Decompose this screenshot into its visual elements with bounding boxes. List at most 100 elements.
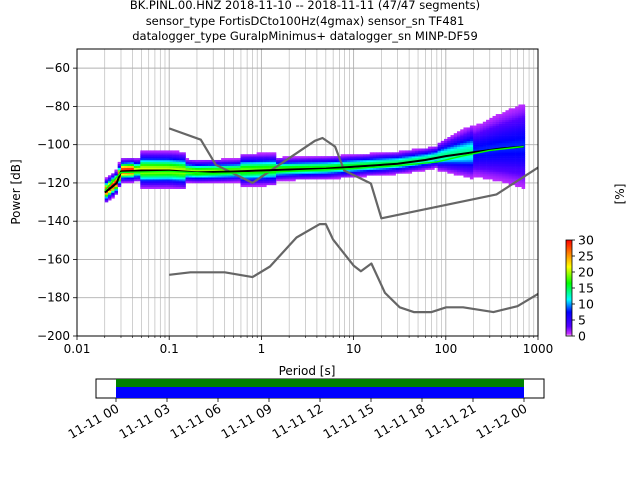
- density-cell: [305, 161, 309, 165]
- density-cell: [521, 125, 526, 128]
- density-cell: [495, 115, 500, 119]
- density-cell: [469, 177, 474, 180]
- density-cell: [476, 142, 480, 145]
- density-cell: [518, 158, 522, 161]
- density-cell: [440, 148, 445, 151]
- density-cell: [385, 158, 390, 161]
- density-cell: [379, 167, 383, 170]
- density-cell: [444, 167, 448, 170]
- density-cell: [120, 173, 125, 176]
- density-cell: [195, 159, 199, 163]
- density-cell: [453, 167, 458, 170]
- density-cell: [195, 181, 199, 184]
- density-cell: [208, 177, 212, 180]
- density-cell: [240, 161, 245, 165]
- density-cell: [505, 167, 509, 170]
- density-cell: [259, 161, 264, 165]
- density-cell: [382, 171, 387, 174]
- psd-plot-area: 0.01 0.1 1 10 100 1000 −200−180−160−140−120−1…: [37, 48, 553, 356]
- density-cell: [140, 161, 144, 165]
- density-cell: [450, 159, 455, 163]
- density-cell: [240, 182, 245, 186]
- density-cell: [511, 179, 516, 182]
- density-cell: [240, 154, 245, 157]
- density-cell: [314, 163, 319, 167]
- density-cell: [447, 148, 451, 151]
- density-cell: [201, 169, 206, 172]
- density-cell: [146, 161, 151, 165]
- density-cell: [140, 175, 144, 178]
- density-cell: [243, 173, 248, 176]
- density-cell: [311, 177, 316, 180]
- density-cell: [159, 173, 164, 176]
- density-cell: [518, 117, 522, 121]
- density-cell: [479, 165, 484, 168]
- density-cell: [298, 175, 303, 178]
- density-cell: [414, 156, 419, 159]
- density-cell: [508, 175, 513, 178]
- density-cell: [498, 156, 503, 159]
- y-tick-label: −180: [37, 291, 70, 305]
- density-cell: [324, 169, 329, 172]
- density-cell: [272, 177, 277, 180]
- density-cell: [292, 161, 296, 165]
- density-cell: [463, 131, 467, 134]
- density-cell: [473, 156, 477, 159]
- density-cell: [502, 138, 506, 142]
- density-cell: [166, 156, 170, 159]
- density-cell: [343, 163, 348, 167]
- density-cell: [327, 169, 332, 172]
- density-cell: [502, 115, 506, 119]
- density-cell: [111, 188, 115, 191]
- density-cell: [318, 171, 322, 174]
- colorbar-tick-label: 5: [578, 313, 586, 328]
- density-cell: [250, 156, 254, 159]
- density-cell: [143, 158, 148, 161]
- density-cell: [107, 198, 112, 201]
- density-cell: [440, 161, 445, 165]
- density-cell: [104, 182, 109, 186]
- density-cell: [347, 154, 351, 157]
- density-cell: [408, 167, 413, 170]
- density-cell: [453, 165, 458, 168]
- density-cell: [130, 159, 135, 163]
- density-cell: [489, 133, 493, 136]
- density-cell: [282, 175, 287, 178]
- density-cell: [385, 156, 390, 159]
- density-cell: [243, 182, 248, 186]
- density-cell: [330, 175, 335, 178]
- density-cell: [246, 161, 251, 165]
- density-cell: [214, 177, 219, 180]
- density-cell: [434, 154, 438, 157]
- density-cell: [143, 181, 148, 184]
- density-cell: [486, 173, 490, 176]
- density-cell: [498, 154, 503, 157]
- density-cell: [515, 156, 519, 159]
- density-cell: [343, 173, 348, 176]
- density-cell: [434, 165, 438, 168]
- y-axis-label: Power [dB]: [9, 159, 23, 224]
- y-tick-label: −100: [37, 138, 70, 152]
- density-cell: [224, 163, 228, 167]
- density-cell: [414, 167, 419, 170]
- density-cell: [330, 171, 335, 174]
- density-cell: [208, 163, 212, 167]
- density-cell: [466, 142, 471, 145]
- density-cell: [137, 177, 141, 180]
- density-cell: [162, 177, 167, 180]
- density-cell: [502, 150, 506, 153]
- density-cell: [143, 177, 148, 180]
- density-cell: [182, 159, 186, 163]
- density-cell: [111, 175, 115, 178]
- density-cell: [301, 159, 306, 163]
- density-cell: [143, 152, 148, 155]
- density-cell: [389, 152, 393, 155]
- colorbar-tick-label: 15: [578, 281, 594, 296]
- density-cell: [511, 129, 516, 132]
- density-cell: [521, 142, 526, 145]
- density-cell: [237, 181, 241, 184]
- density-cell: [392, 173, 396, 176]
- density-cell: [159, 167, 164, 170]
- density-cell: [175, 161, 180, 165]
- density-cell: [382, 154, 387, 157]
